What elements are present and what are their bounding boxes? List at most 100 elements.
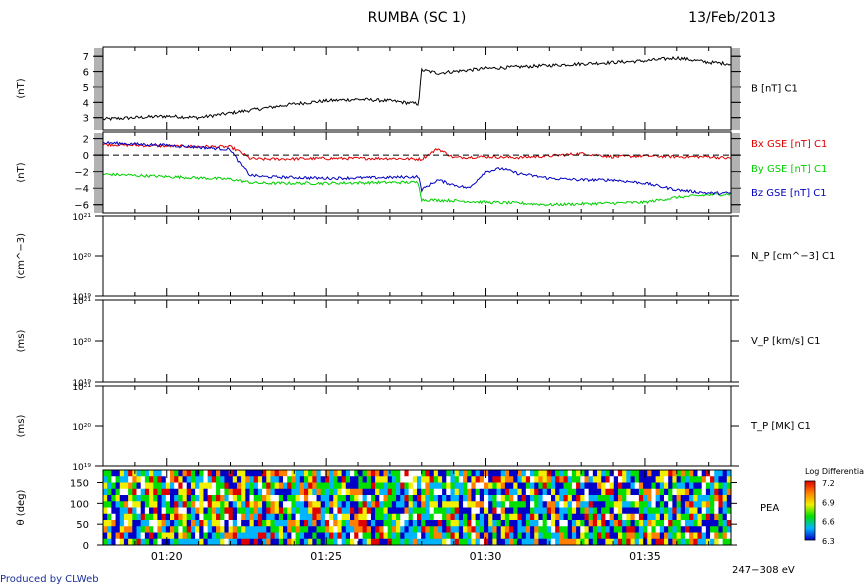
heatmap-cell bbox=[718, 476, 724, 483]
heatmap-cell bbox=[433, 501, 439, 508]
heatmap-cell bbox=[714, 482, 719, 490]
heatmap-cell bbox=[701, 488, 707, 496]
heatmap-cell bbox=[584, 501, 590, 508]
heatmap-cell bbox=[169, 513, 175, 521]
heatmap-cell bbox=[697, 470, 703, 477]
y-tick-label: 5 bbox=[83, 83, 89, 94]
heatmap-cell bbox=[454, 538, 460, 546]
heatmap-cell bbox=[241, 495, 246, 502]
heatmap-cell bbox=[517, 507, 523, 515]
heatmap-cell bbox=[471, 482, 477, 490]
y-tick-label: −2 bbox=[74, 168, 89, 179]
heatmap-cell bbox=[329, 538, 334, 546]
heatmap-cell bbox=[672, 482, 677, 490]
heatmap-cell bbox=[567, 513, 573, 521]
heatmap-cell bbox=[530, 513, 535, 521]
heatmap-cell bbox=[157, 513, 163, 521]
heatmap-cell bbox=[605, 470, 610, 477]
heatmap-cell bbox=[391, 532, 397, 540]
heatmap-cell bbox=[103, 507, 108, 515]
heatmap-cell bbox=[144, 501, 150, 508]
heatmap-cell bbox=[483, 476, 489, 483]
heatmap-cell bbox=[622, 532, 627, 540]
heatmap-cell bbox=[446, 526, 451, 533]
heatmap-cell bbox=[140, 526, 146, 533]
heatmap-cell bbox=[299, 476, 305, 483]
heatmap-cell bbox=[287, 476, 292, 483]
heatmap-cell bbox=[634, 520, 640, 527]
heatmap-cell bbox=[383, 513, 389, 521]
heatmap-cell bbox=[479, 482, 485, 490]
heatmap-cell bbox=[253, 476, 259, 483]
heatmap-cell bbox=[341, 507, 347, 515]
heatmap-cell bbox=[236, 507, 242, 515]
heatmap-cell bbox=[404, 526, 410, 533]
heatmap-cell bbox=[333, 520, 338, 527]
heatmap-cell bbox=[550, 476, 556, 483]
heatmap-cell bbox=[563, 526, 569, 533]
heatmap-cell bbox=[345, 520, 351, 527]
heatmap-cell bbox=[647, 520, 652, 527]
heatmap-cell bbox=[538, 513, 543, 521]
heatmap-cell bbox=[542, 488, 548, 496]
heatmap-cell bbox=[400, 495, 405, 502]
heatmap-cell bbox=[504, 507, 510, 515]
heatmap-cell bbox=[144, 488, 150, 496]
heatmap-cell bbox=[140, 538, 146, 546]
heatmap-cell bbox=[726, 526, 732, 533]
heatmap-cell bbox=[241, 482, 246, 490]
heatmap-cell bbox=[303, 520, 309, 527]
heatmap-cell bbox=[303, 488, 309, 496]
heatmap-cell bbox=[668, 470, 673, 477]
heatmap-cell bbox=[220, 513, 225, 521]
heatmap-cell bbox=[115, 520, 121, 527]
heatmap-cell bbox=[542, 501, 548, 508]
heatmap-cell bbox=[144, 470, 150, 477]
heatmap-cell bbox=[588, 501, 594, 508]
series-label: N_P [cm^−3] C1 bbox=[751, 251, 835, 262]
heatmap-cell bbox=[174, 532, 179, 540]
heatmap-cell bbox=[450, 538, 456, 546]
heatmap-cell bbox=[107, 495, 112, 502]
heatmap-cell bbox=[195, 488, 200, 496]
heatmap-cell bbox=[161, 470, 167, 477]
heatmap-cell bbox=[496, 538, 502, 546]
series-label: By GSE [nT] C1 bbox=[751, 164, 827, 175]
heatmap-cell bbox=[421, 482, 426, 490]
heatmap-cell bbox=[320, 495, 326, 502]
heatmap-cell bbox=[668, 501, 673, 508]
heatmap-cell bbox=[655, 538, 661, 546]
heatmap-cell bbox=[132, 488, 137, 496]
heatmap-cell bbox=[567, 488, 573, 496]
heatmap-cell bbox=[563, 507, 569, 515]
heatmap-cell bbox=[161, 488, 167, 496]
heatmap-cell bbox=[638, 520, 644, 527]
heatmap-cell bbox=[157, 476, 163, 483]
heatmap-cell bbox=[425, 520, 430, 527]
heatmap-cell bbox=[257, 495, 263, 502]
heatmap-cell bbox=[408, 520, 414, 527]
heatmap-cell bbox=[220, 488, 225, 496]
heatmap-cell bbox=[697, 495, 703, 502]
heatmap-cell bbox=[312, 488, 317, 496]
heatmap-cell bbox=[693, 520, 698, 527]
y-tick-label: 10²⁰ bbox=[72, 423, 91, 433]
heatmap-cell bbox=[207, 476, 213, 483]
heatmap-cell bbox=[337, 476, 343, 483]
heatmap-cell bbox=[358, 476, 363, 483]
heatmap-cell bbox=[597, 513, 602, 521]
heatmap-cell bbox=[479, 513, 485, 521]
heatmap-cell bbox=[638, 507, 644, 515]
heatmap-cell bbox=[672, 520, 677, 527]
heatmap-cell bbox=[433, 495, 439, 502]
heatmap-cell bbox=[195, 513, 200, 521]
y-tick-label: −6 bbox=[74, 201, 89, 212]
heatmap-cell bbox=[257, 538, 263, 546]
heatmap-cell bbox=[370, 526, 376, 533]
heatmap-cell bbox=[643, 482, 648, 490]
heatmap-cell bbox=[517, 470, 523, 477]
heatmap-cell bbox=[450, 488, 456, 496]
heatmap-cell bbox=[354, 495, 359, 502]
